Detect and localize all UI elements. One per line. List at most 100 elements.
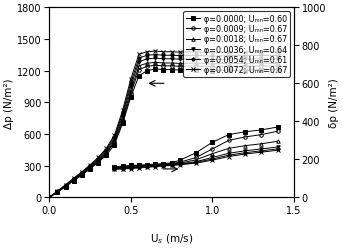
φ=0.0054; Uₘₙ=0.61 <box>55 190 59 193</box>
φ=0.0000; Uₘₙ=0.60 <box>120 122 125 126</box>
φ=0.0036; Uₘₙ=0.64 <box>161 58 165 61</box>
φ=0.0018; Uₘₙ=0.67 <box>259 62 263 65</box>
Y-axis label: δp (N/m²): δp (N/m²) <box>329 78 339 128</box>
φ=0.0000; Uₘₙ=0.60 <box>72 179 76 182</box>
φ=0.0018; Uₘₙ=0.67 <box>145 62 149 66</box>
Legend: φ=0.0000; Uₘₙ=0.60, φ=0.0009; Uₘₙ=0.67, φ=0.0018; Uₘₙ=0.67, φ=0.0036; Uₘₙ=0.64, : φ=0.0000; Uₘₙ=0.60, φ=0.0009; Uₘₙ=0.67, … <box>183 12 290 78</box>
φ=0.0000; Uₘₙ=0.60 <box>243 70 247 73</box>
φ=0.0018; Uₘₙ=0.67 <box>63 185 68 188</box>
Y-axis label: Δp (N/m²): Δp (N/m²) <box>4 78 14 128</box>
φ=0.0036; Uₘₙ=0.64 <box>194 58 198 61</box>
φ=0.0018; Uₘₙ=0.67 <box>153 62 157 64</box>
φ=0.0072; Uₘₙ=0.67 <box>104 147 108 150</box>
φ=0.0054; Uₘₙ=0.61 <box>243 55 247 58</box>
φ=0.0072; Uₘₙ=0.67 <box>137 54 141 56</box>
φ=0.0009; Uₘₙ=0.67 <box>227 66 231 68</box>
φ=0.0072; Uₘₙ=0.67 <box>243 52 247 54</box>
φ=0.0054; Uₘₙ=0.61 <box>194 54 198 58</box>
Line: φ=0.0072; Uₘₙ=0.67: φ=0.0072; Uₘₙ=0.67 <box>47 50 279 200</box>
φ=0.0000; Uₘₙ=0.60 <box>137 75 141 78</box>
φ=0.0072; Uₘₙ=0.67 <box>161 51 165 54</box>
φ=0.0000; Uₘₙ=0.60 <box>210 70 214 73</box>
φ=0.0018; Uₘₙ=0.67 <box>137 65 141 68</box>
φ=0.0000; Uₘₙ=0.60 <box>259 69 263 72</box>
φ=0.0072; Uₘₙ=0.67 <box>259 51 263 54</box>
φ=0.0018; Uₘₙ=0.67 <box>55 190 59 194</box>
φ=0.0009; Uₘₙ=0.67 <box>178 66 182 68</box>
φ=0.0072; Uₘₙ=0.67 <box>47 196 51 199</box>
φ=0.0036; Uₘₙ=0.64 <box>169 58 174 61</box>
φ=0.0054; Uₘₙ=0.61 <box>227 55 231 58</box>
φ=0.0009; Uₘₙ=0.67 <box>88 167 92 170</box>
φ=0.0018; Uₘₙ=0.67 <box>227 63 231 66</box>
φ=0.0018; Uₘₙ=0.67 <box>275 63 280 66</box>
φ=0.0072; Uₘₙ=0.67 <box>145 51 149 54</box>
φ=0.0018; Uₘₙ=0.67 <box>80 173 84 176</box>
φ=0.0054; Uₘₙ=0.61 <box>120 112 125 115</box>
φ=0.0072; Uₘₙ=0.67 <box>80 171 84 174</box>
φ=0.0054; Uₘₙ=0.61 <box>88 164 92 168</box>
Text: U$_s$ (m/s): U$_s$ (m/s) <box>150 232 193 245</box>
φ=0.0054; Uₘₙ=0.61 <box>129 82 133 85</box>
φ=0.0036; Uₘₙ=0.64 <box>120 115 125 118</box>
φ=0.0018; Uₘₙ=0.67 <box>243 63 247 66</box>
φ=0.0018; Uₘₙ=0.67 <box>96 160 100 162</box>
φ=0.0009; Uₘₙ=0.67 <box>153 64 157 68</box>
φ=0.0009; Uₘₙ=0.67 <box>63 185 68 188</box>
φ=0.0036; Uₘₙ=0.64 <box>137 61 141 64</box>
φ=0.0054; Uₘₙ=0.61 <box>137 58 141 60</box>
φ=0.0009; Uₘₙ=0.67 <box>169 65 174 68</box>
φ=0.0000; Uₘₙ=0.60 <box>153 68 157 71</box>
φ=0.0054; Uₘₙ=0.61 <box>259 54 263 58</box>
φ=0.0000; Uₘₙ=0.60 <box>227 69 231 72</box>
φ=0.0054; Uₘₙ=0.61 <box>178 55 182 58</box>
φ=0.0018; Uₘₙ=0.67 <box>47 196 51 199</box>
φ=0.0072; Uₘₙ=0.67 <box>63 184 68 186</box>
φ=0.0054; Uₘₙ=0.61 <box>72 178 76 180</box>
φ=0.0009; Uₘₙ=0.67 <box>137 69 141 72</box>
φ=0.0009; Uₘₙ=0.67 <box>55 191 59 194</box>
φ=0.0009; Uₘₙ=0.67 <box>80 173 84 176</box>
φ=0.0036; Uₘₙ=0.64 <box>178 58 182 61</box>
φ=0.0009; Uₘₙ=0.67 <box>104 152 108 156</box>
φ=0.0072; Uₘₙ=0.67 <box>55 190 59 193</box>
φ=0.0018; Uₘₙ=0.67 <box>88 166 92 169</box>
φ=0.0054; Uₘₙ=0.61 <box>47 196 51 199</box>
φ=0.0018; Uₘₙ=0.67 <box>113 140 117 143</box>
φ=0.0072; Uₘₙ=0.67 <box>227 52 231 54</box>
φ=0.0054; Uₘₙ=0.61 <box>145 54 149 58</box>
φ=0.0018; Uₘₙ=0.67 <box>169 62 174 65</box>
φ=0.0000; Uₘₙ=0.60 <box>129 96 133 99</box>
φ=0.0036; Uₘₙ=0.64 <box>47 196 51 199</box>
φ=0.0072; Uₘₙ=0.67 <box>88 164 92 167</box>
φ=0.0000; Uₘₙ=0.60 <box>96 162 100 164</box>
φ=0.0000; Uₘₙ=0.60 <box>194 69 198 72</box>
φ=0.0009; Uₘₙ=0.67 <box>145 66 149 68</box>
φ=0.0072; Uₘₙ=0.67 <box>210 52 214 55</box>
φ=0.0000; Uₘₙ=0.60 <box>161 69 165 72</box>
φ=0.0009; Uₘₙ=0.67 <box>210 66 214 69</box>
φ=0.0036; Uₘₙ=0.64 <box>63 184 68 187</box>
φ=0.0018; Uₘₙ=0.67 <box>161 62 165 65</box>
φ=0.0036; Uₘₙ=0.64 <box>104 150 108 153</box>
φ=0.0036; Uₘₙ=0.64 <box>96 158 100 162</box>
φ=0.0009; Uₘₙ=0.67 <box>113 142 117 144</box>
φ=0.0072; Uₘₙ=0.67 <box>129 78 133 81</box>
φ=0.0009; Uₘₙ=0.67 <box>243 66 247 68</box>
φ=0.0018; Uₘₙ=0.67 <box>72 178 76 182</box>
φ=0.0018; Uₘₙ=0.67 <box>210 63 214 66</box>
φ=0.0036; Uₘₙ=0.64 <box>129 86 133 88</box>
φ=0.0036; Uₘₙ=0.64 <box>72 178 76 181</box>
φ=0.0018; Uₘₙ=0.67 <box>120 118 125 121</box>
φ=0.0072; Uₘₙ=0.67 <box>169 51 174 54</box>
φ=0.0036; Uₘₙ=0.64 <box>259 58 263 61</box>
φ=0.0072; Uₘₙ=0.67 <box>194 51 198 54</box>
Line: φ=0.0018; Uₘₙ=0.67: φ=0.0018; Uₘₙ=0.67 <box>47 61 279 200</box>
φ=0.0072; Uₘₙ=0.67 <box>72 177 76 180</box>
φ=0.0054; Uₘₙ=0.61 <box>161 54 165 58</box>
φ=0.0072; Uₘₙ=0.67 <box>153 50 157 53</box>
φ=0.0000; Uₘₙ=0.60 <box>145 70 149 73</box>
φ=0.0009; Uₘₙ=0.67 <box>161 65 165 68</box>
φ=0.0036; Uₘₙ=0.64 <box>275 58 280 61</box>
Line: φ=0.0009; Uₘₙ=0.67: φ=0.0009; Uₘₙ=0.67 <box>47 64 279 200</box>
